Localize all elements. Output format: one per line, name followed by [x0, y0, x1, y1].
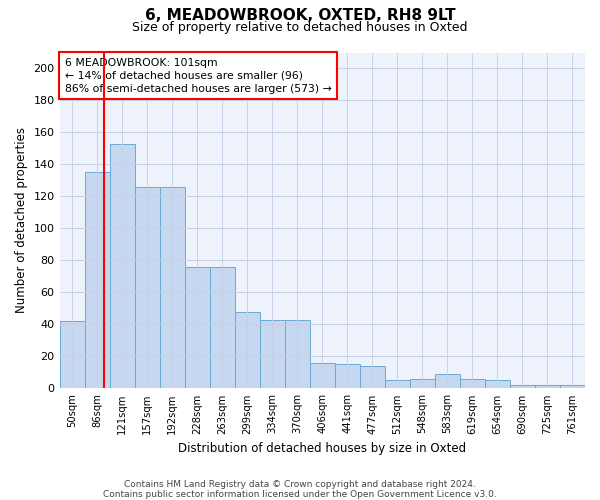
- Bar: [235, 312, 260, 388]
- Bar: [85, 172, 110, 388]
- Y-axis label: Number of detached properties: Number of detached properties: [15, 128, 28, 314]
- X-axis label: Distribution of detached houses by size in Oxted: Distribution of detached houses by size …: [178, 442, 466, 455]
- Text: 6, MEADOWBROOK, OXTED, RH8 9LT: 6, MEADOWBROOK, OXTED, RH8 9LT: [145, 8, 455, 22]
- Bar: [134, 187, 160, 388]
- Bar: [510, 385, 535, 388]
- Bar: [460, 379, 485, 388]
- Bar: [485, 380, 510, 388]
- Bar: [410, 379, 435, 388]
- Bar: [59, 321, 85, 388]
- Text: Contains HM Land Registry data © Crown copyright and database right 2024.
Contai: Contains HM Land Registry data © Crown c…: [103, 480, 497, 499]
- Text: 6 MEADOWBROOK: 101sqm
← 14% of detached houses are smaller (96)
86% of semi-deta: 6 MEADOWBROOK: 101sqm ← 14% of detached …: [65, 58, 332, 94]
- Bar: [285, 320, 310, 388]
- Bar: [335, 364, 360, 388]
- Bar: [209, 267, 235, 388]
- Bar: [560, 385, 585, 388]
- Bar: [360, 366, 385, 388]
- Bar: [535, 385, 560, 388]
- Bar: [110, 144, 134, 388]
- Bar: [385, 380, 410, 388]
- Bar: [160, 187, 185, 388]
- Bar: [185, 267, 209, 388]
- Text: Size of property relative to detached houses in Oxted: Size of property relative to detached ho…: [132, 21, 468, 34]
- Bar: [435, 374, 460, 388]
- Bar: [260, 320, 285, 388]
- Bar: [310, 363, 335, 388]
